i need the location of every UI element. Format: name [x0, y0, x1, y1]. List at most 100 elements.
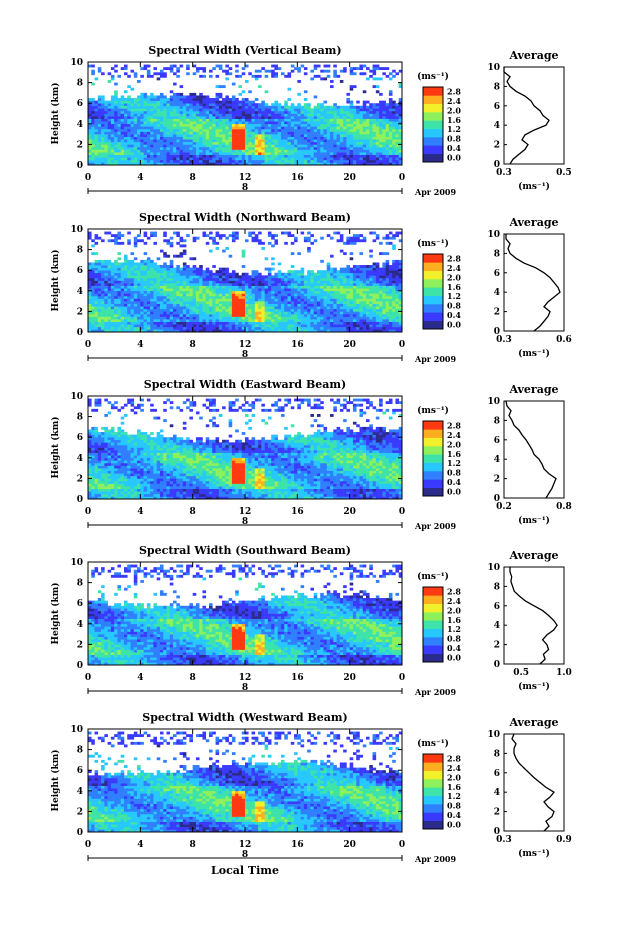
- heatmap-cell: [330, 108, 334, 112]
- heatmap-cell: [159, 267, 164, 271]
- heatmap-cell: [150, 329, 154, 333]
- heatmap-cell: [137, 116, 141, 119]
- heatmap-cell: [88, 231, 92, 235]
- colorbar-tick-label: 2.4: [447, 96, 461, 106]
- heatmap-cell: [107, 319, 112, 323]
- heatmap-cell: [209, 313, 213, 317]
- heatmap-cell: [379, 118, 383, 122]
- heatmap-cell: [110, 265, 115, 268]
- colorbar-segment: [423, 103, 443, 113]
- heatmap-cell: [218, 159, 223, 163]
- heatmap-cell: [228, 118, 233, 122]
- heatmap-cell: [320, 259, 324, 263]
- heatmap-cell: [346, 298, 350, 302]
- heatmap-cell: [199, 108, 203, 112]
- heatmap-cell: [231, 290, 236, 294]
- heatmap-cell: [218, 285, 223, 289]
- heatmap-cell: [330, 123, 334, 127]
- heatmap-cell: [215, 290, 220, 294]
- heatmap-cell: [290, 316, 295, 320]
- heatmap-cell: [241, 121, 246, 125]
- heatmap-cell: [123, 329, 128, 333]
- heatmap-cell: [222, 288, 226, 292]
- heatmap-cell: [199, 121, 203, 125]
- heatmap-cell: [199, 285, 203, 289]
- heatmap-cell: [143, 146, 148, 150]
- heatmap-cell: [120, 270, 125, 274]
- heatmap-cell: [140, 326, 144, 330]
- heatmap-cell: [130, 277, 135, 281]
- heatmap-cell: [375, 149, 380, 153]
- heatmap-cell: [271, 131, 275, 135]
- heatmap-cell: [392, 144, 396, 148]
- heatmap-cell: [218, 134, 223, 137]
- heatmap-cell: [372, 159, 377, 163]
- heatmap-cell: [303, 128, 308, 132]
- heatmap-cell: [186, 110, 190, 114]
- heatmap-cell: [366, 131, 370, 135]
- heatmap-cell: [330, 316, 334, 320]
- heatmap-cell: [323, 105, 328, 109]
- heatmap-cell: [209, 293, 213, 297]
- heatmap-cell: [176, 288, 180, 292]
- heatmap-cell: [212, 162, 216, 166]
- heatmap-cell: [143, 283, 148, 286]
- heatmap-cell: [267, 139, 272, 143]
- heatmap-cell: [330, 131, 334, 135]
- heatmap-cell: [110, 131, 115, 135]
- heatmap-cell: [176, 121, 180, 125]
- heatmap-cell: [343, 126, 347, 130]
- heatmap-cell: [228, 72, 233, 76]
- heatmap-cell: [159, 154, 164, 158]
- heatmap-cell: [313, 149, 318, 153]
- heatmap-cell: [385, 162, 390, 166]
- heatmap-cell: [91, 265, 95, 268]
- heatmap-cell: [133, 262, 138, 266]
- heatmap-cell: [261, 306, 265, 310]
- heatmap-cell: [228, 141, 233, 145]
- heatmap-cell: [307, 123, 311, 127]
- heatmap-cell: [280, 277, 285, 281]
- heatmap-cell: [189, 321, 193, 325]
- heatmap-cell: [316, 308, 321, 312]
- heatmap-cell: [280, 231, 285, 235]
- heatmap-cell: [159, 162, 164, 166]
- heatmap-cell: [228, 329, 233, 333]
- heatmap-cell: [241, 128, 246, 132]
- heatmap-cell: [166, 141, 171, 145]
- heatmap-cell: [88, 144, 92, 148]
- heatmap-cell: [101, 280, 105, 284]
- heatmap-cell: [326, 283, 331, 286]
- heatmap-cell: [153, 306, 157, 310]
- heatmap-cell: [176, 110, 180, 114]
- heatmap-cell: [228, 316, 233, 320]
- heatmap-cell: [366, 113, 370, 117]
- heatmap-cell: [107, 308, 112, 312]
- heatmap-cell: [199, 98, 203, 101]
- heatmap-cell: [140, 267, 144, 271]
- heatmap-cell: [277, 131, 282, 135]
- heatmap-cell: [117, 139, 122, 143]
- heatmap-cell: [140, 103, 144, 107]
- heatmap-cell: [264, 295, 269, 299]
- heatmap-cell: [274, 275, 279, 279]
- heatmap-cell: [127, 267, 131, 271]
- heatmap-cell: [264, 128, 269, 132]
- heatmap-cell: [326, 265, 331, 268]
- heatmap-cell: [310, 146, 314, 150]
- heatmap-cell: [140, 285, 144, 289]
- heatmap-cell: [88, 157, 92, 161]
- heatmap-cell: [398, 159, 403, 163]
- heatmap-cell: [123, 159, 128, 163]
- heatmap-cell: [163, 295, 167, 299]
- heatmap-cell: [179, 308, 184, 312]
- heatmap-cell: [176, 134, 180, 137]
- heatmap-cell: [127, 152, 131, 156]
- heatmap-cell: [307, 319, 311, 323]
- heatmap-cell: [114, 234, 118, 238]
- heatmap-cell: [176, 113, 180, 117]
- heatmap-cell: [254, 149, 259, 153]
- heatmap-cell: [245, 290, 249, 294]
- heatmap-cell: [101, 116, 105, 119]
